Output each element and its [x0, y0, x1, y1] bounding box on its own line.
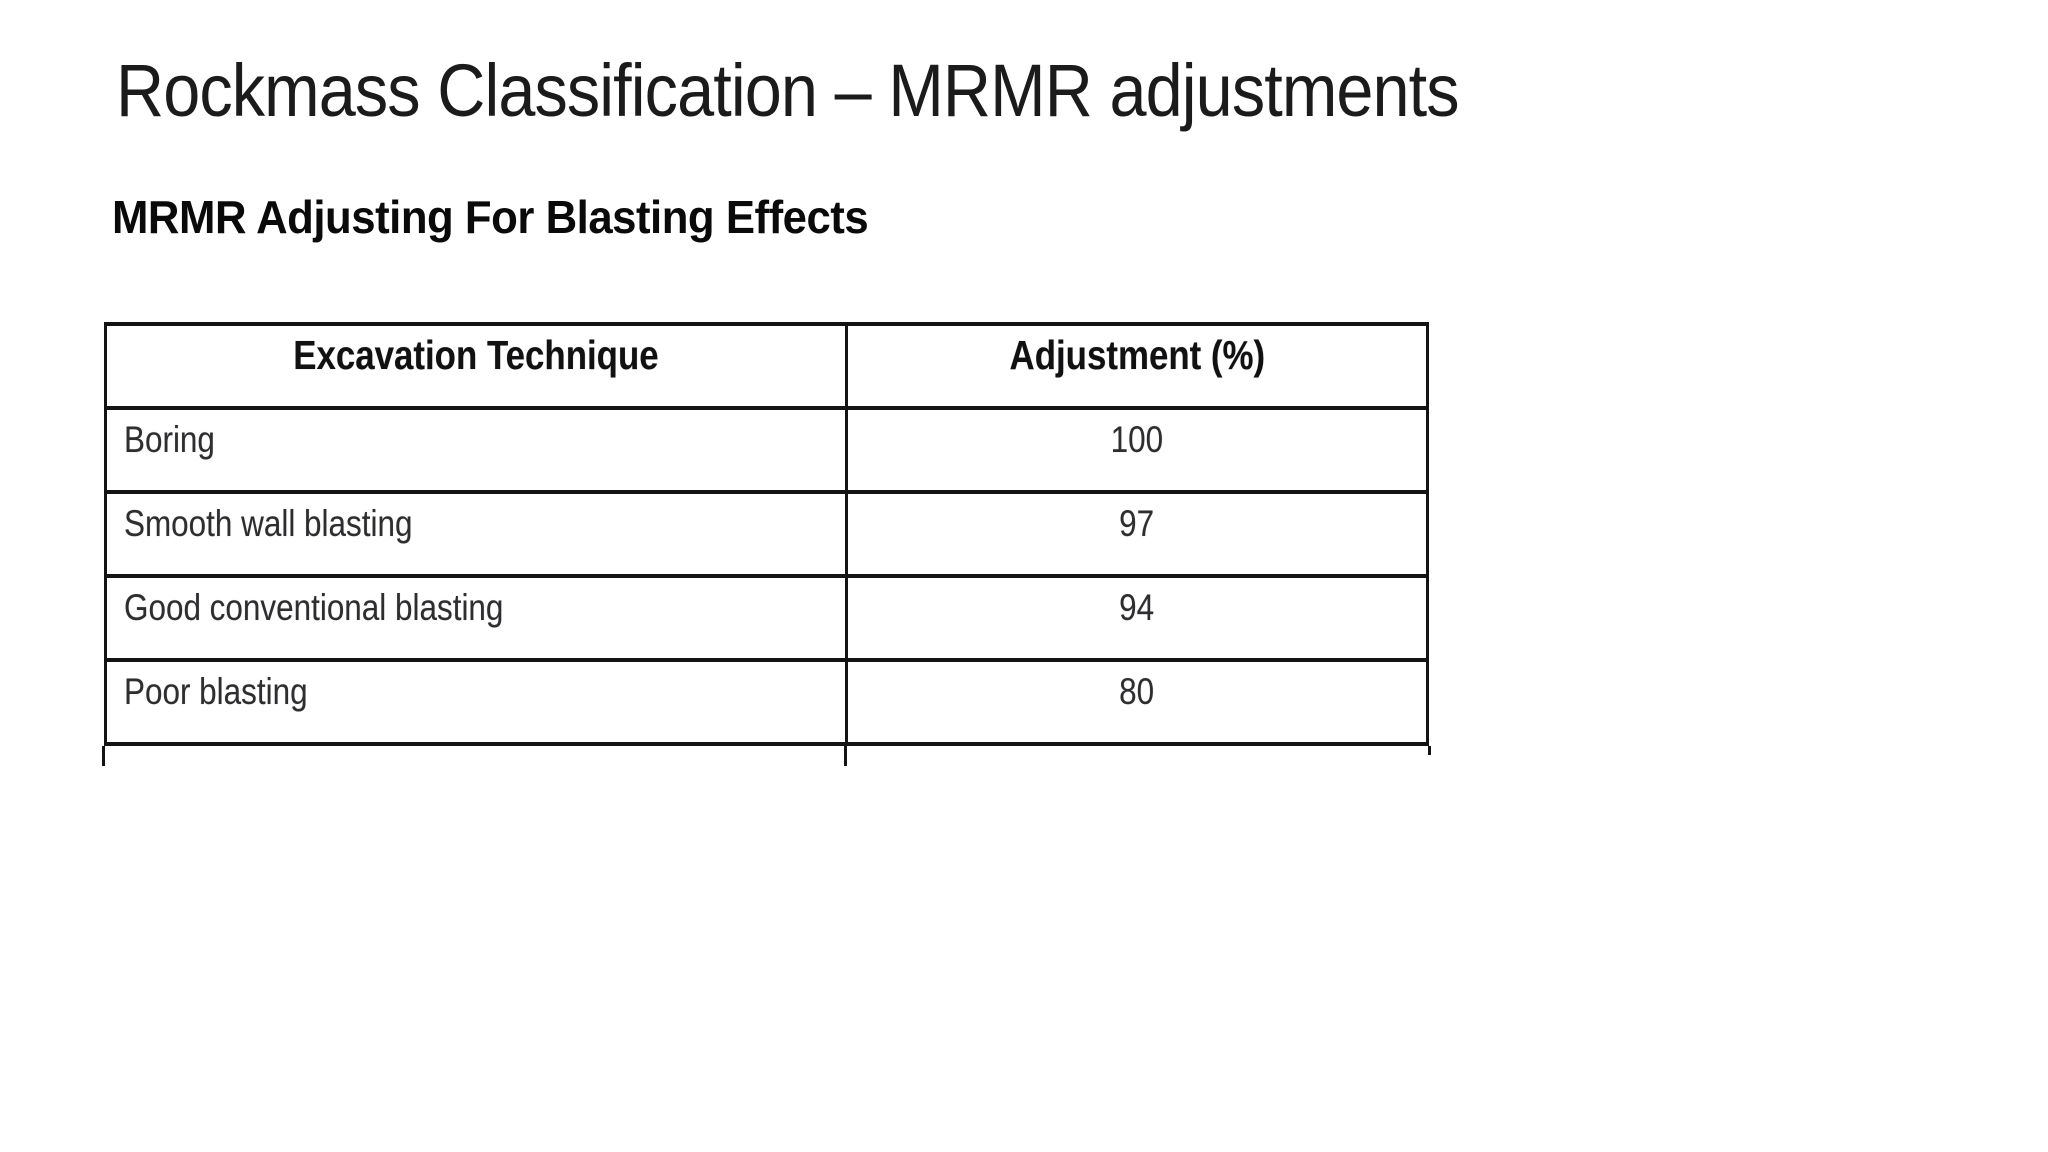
table-right-border-stub	[1428, 746, 1431, 755]
cell-adjustment: 94	[845, 574, 1429, 662]
cell-technique: Good conventional blasting	[104, 574, 848, 662]
technique-label: Poor blasting	[124, 671, 308, 712]
column-header-label: Excavation Technique	[293, 332, 659, 378]
cell-technique: Poor blasting	[104, 658, 848, 746]
column-header-adjustment-percent: Adjustment (%)	[845, 322, 1429, 410]
table-divider-border-stub	[844, 746, 847, 766]
cell-adjustment: 97	[845, 490, 1429, 578]
adjustment-value: 94	[1119, 587, 1155, 628]
adjustment-value: 97	[1119, 503, 1155, 544]
slide-subtitle: MRMR Adjusting For Blasting Effects	[112, 191, 869, 243]
table-left-border-stub	[102, 746, 105, 766]
table: Excavation Technique Adjustment (%) Bori…	[104, 322, 1429, 746]
cell-adjustment: 80	[845, 658, 1429, 746]
table-header-row: Excavation Technique Adjustment (%)	[104, 322, 1429, 410]
cell-technique: Boring	[104, 406, 848, 494]
column-header-excavation-technique: Excavation Technique	[104, 322, 848, 410]
cell-technique: Smooth wall blasting	[104, 490, 848, 578]
blasting-adjustments-table: Excavation Technique Adjustment (%) Bori…	[102, 322, 1431, 766]
page-title: Rockmass Classification – MRMR adjustmen…	[116, 49, 1460, 132]
table-row: Poor blasting 80	[104, 658, 1429, 746]
column-header-label: Adjustment (%)	[1009, 332, 1265, 378]
technique-label: Smooth wall blasting	[124, 503, 413, 544]
adjustment-value: 100	[1110, 419, 1164, 460]
table-row: Smooth wall blasting 97	[104, 490, 1429, 578]
cell-adjustment: 100	[845, 406, 1429, 494]
table-row: Good conventional blasting 94	[104, 574, 1429, 662]
technique-label: Boring	[124, 419, 215, 460]
table-row: Boring 100	[104, 406, 1429, 494]
technique-label: Good conventional blasting	[124, 587, 504, 628]
adjustment-value: 80	[1119, 671, 1155, 712]
